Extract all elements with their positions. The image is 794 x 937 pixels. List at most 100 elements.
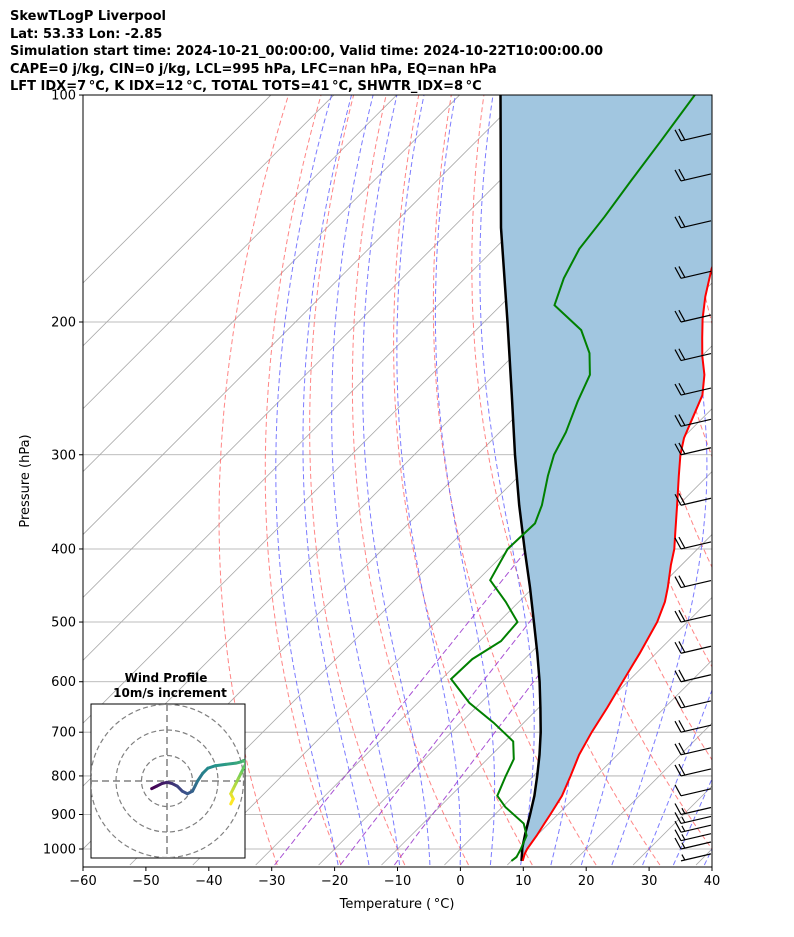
dry-adiabat-line — [218, 95, 289, 866]
isotherm-line — [569, 722, 712, 866]
y-tick-label: 200 — [51, 316, 76, 331]
profile-lines — [449, 95, 712, 862]
y-tick-label: 400 — [51, 542, 76, 557]
barb-feather — [674, 784, 682, 797]
wind-barb — [674, 128, 712, 142]
barb-staff — [680, 674, 712, 683]
barb-feather — [678, 215, 686, 228]
hodograph-segment — [224, 761, 238, 766]
wind-barb — [674, 493, 712, 506]
isotherm-line — [83, 95, 460, 473]
barb-feather — [674, 129, 682, 142]
barb-feather — [681, 816, 686, 823]
barb-feather — [674, 720, 682, 733]
barb-feather — [674, 414, 682, 427]
barb-staff — [680, 833, 712, 842]
barb-staff — [680, 220, 712, 229]
barb-feather — [674, 837, 682, 850]
x-tick-label: 40 — [704, 874, 721, 889]
moist-adiabat-line — [672, 777, 712, 866]
barb-feather — [678, 348, 686, 361]
wind-barb — [674, 763, 712, 777]
barb-feather — [678, 266, 686, 278]
dry-adiabat-line — [264, 95, 342, 866]
barb-staff — [680, 387, 712, 396]
wind-barb — [674, 812, 712, 825]
wind-barb — [674, 414, 712, 427]
barb-staff — [680, 314, 712, 323]
isotherm-line — [381, 533, 712, 866]
isotherm-line — [318, 471, 712, 866]
x-tick-label: 0 — [456, 874, 464, 889]
hodograph-segment — [242, 759, 245, 765]
wind-barb — [674, 820, 712, 833]
barb-feather — [678, 720, 686, 732]
wind-barb — [674, 575, 712, 589]
y-tick-label: 1000 — [43, 843, 76, 858]
moist-adiabat-line — [611, 95, 708, 866]
moist-adiabat-line — [331, 95, 400, 866]
barb-feather — [678, 742, 686, 755]
isotherm-line — [83, 95, 586, 598]
barb-feather — [681, 825, 686, 832]
barb-feather — [678, 641, 686, 653]
location-line: Lat: 53.33 Lon: -2.85 — [10, 26, 163, 42]
barb-feather — [678, 536, 686, 549]
barb-feather — [674, 493, 682, 506]
wind-barb — [680, 853, 712, 862]
hodograph-title: Wind Profile — [125, 671, 208, 685]
y-tick-label: 800 — [51, 769, 76, 784]
isotherm-line — [129, 282, 712, 866]
wind-barbs — [674, 128, 712, 862]
index-line: LFT IDX=7 °C, K IDX=12 °C, TOTAL TOTS=41… — [10, 79, 482, 94]
barb-feather — [678, 309, 686, 322]
barb-feather — [681, 807, 686, 814]
y-tick-label: 600 — [51, 675, 76, 690]
dewpoint-profile-line — [449, 95, 696, 862]
wind-barb — [674, 742, 712, 756]
wind-barb — [674, 641, 712, 654]
x-tick-label: −50 — [132, 874, 159, 889]
x-tick-label: 10 — [515, 874, 532, 889]
moist-adiabat-line — [703, 847, 712, 866]
y-axis-label: Pressure (hPa) — [18, 434, 33, 527]
mixing-ratio-line — [339, 548, 588, 866]
barb-feather — [678, 609, 686, 622]
mixing-ratio-line — [274, 548, 528, 866]
barb-feather — [674, 820, 682, 833]
wind-barb — [674, 829, 712, 842]
barb-feather — [674, 696, 682, 709]
dry-adiabat-line — [393, 95, 533, 866]
barb-staff — [680, 645, 712, 654]
barb-staff — [680, 541, 712, 550]
barb-feather — [678, 575, 686, 587]
barb-staff — [680, 497, 712, 506]
temperature-profile-line — [521, 264, 712, 862]
barb-staff — [680, 815, 712, 825]
barb-feather — [678, 763, 686, 776]
dry-adiabat-line — [309, 95, 406, 866]
barb-feather — [678, 168, 686, 181]
hodograph-segment — [213, 762, 228, 768]
barb-feather — [678, 493, 686, 505]
barb-feather — [674, 743, 682, 756]
x-axis-label: Temperature ( °C) — [339, 897, 455, 912]
cin-shading — [500, 95, 712, 861]
barb-staff — [680, 579, 712, 589]
moist-adiabat-line — [642, 688, 712, 866]
barb-staff — [680, 447, 712, 456]
hodograph-ring — [91, 704, 245, 858]
barb-feather — [674, 803, 682, 815]
moist-adiabat-line — [396, 95, 461, 865]
dry-adiabat-line — [432, 95, 597, 866]
isotherm-line — [83, 95, 523, 536]
barb-feather — [681, 854, 686, 861]
wind-barb — [674, 348, 712, 362]
parcel-profile-line — [499, 95, 542, 861]
hodograph-subtitle: 10m/s increment — [113, 686, 227, 700]
barb-feather — [674, 829, 682, 841]
barb-staff — [680, 700, 712, 709]
wind-barb — [674, 720, 712, 733]
wind-barb — [674, 309, 712, 323]
barb-feather — [678, 128, 686, 141]
